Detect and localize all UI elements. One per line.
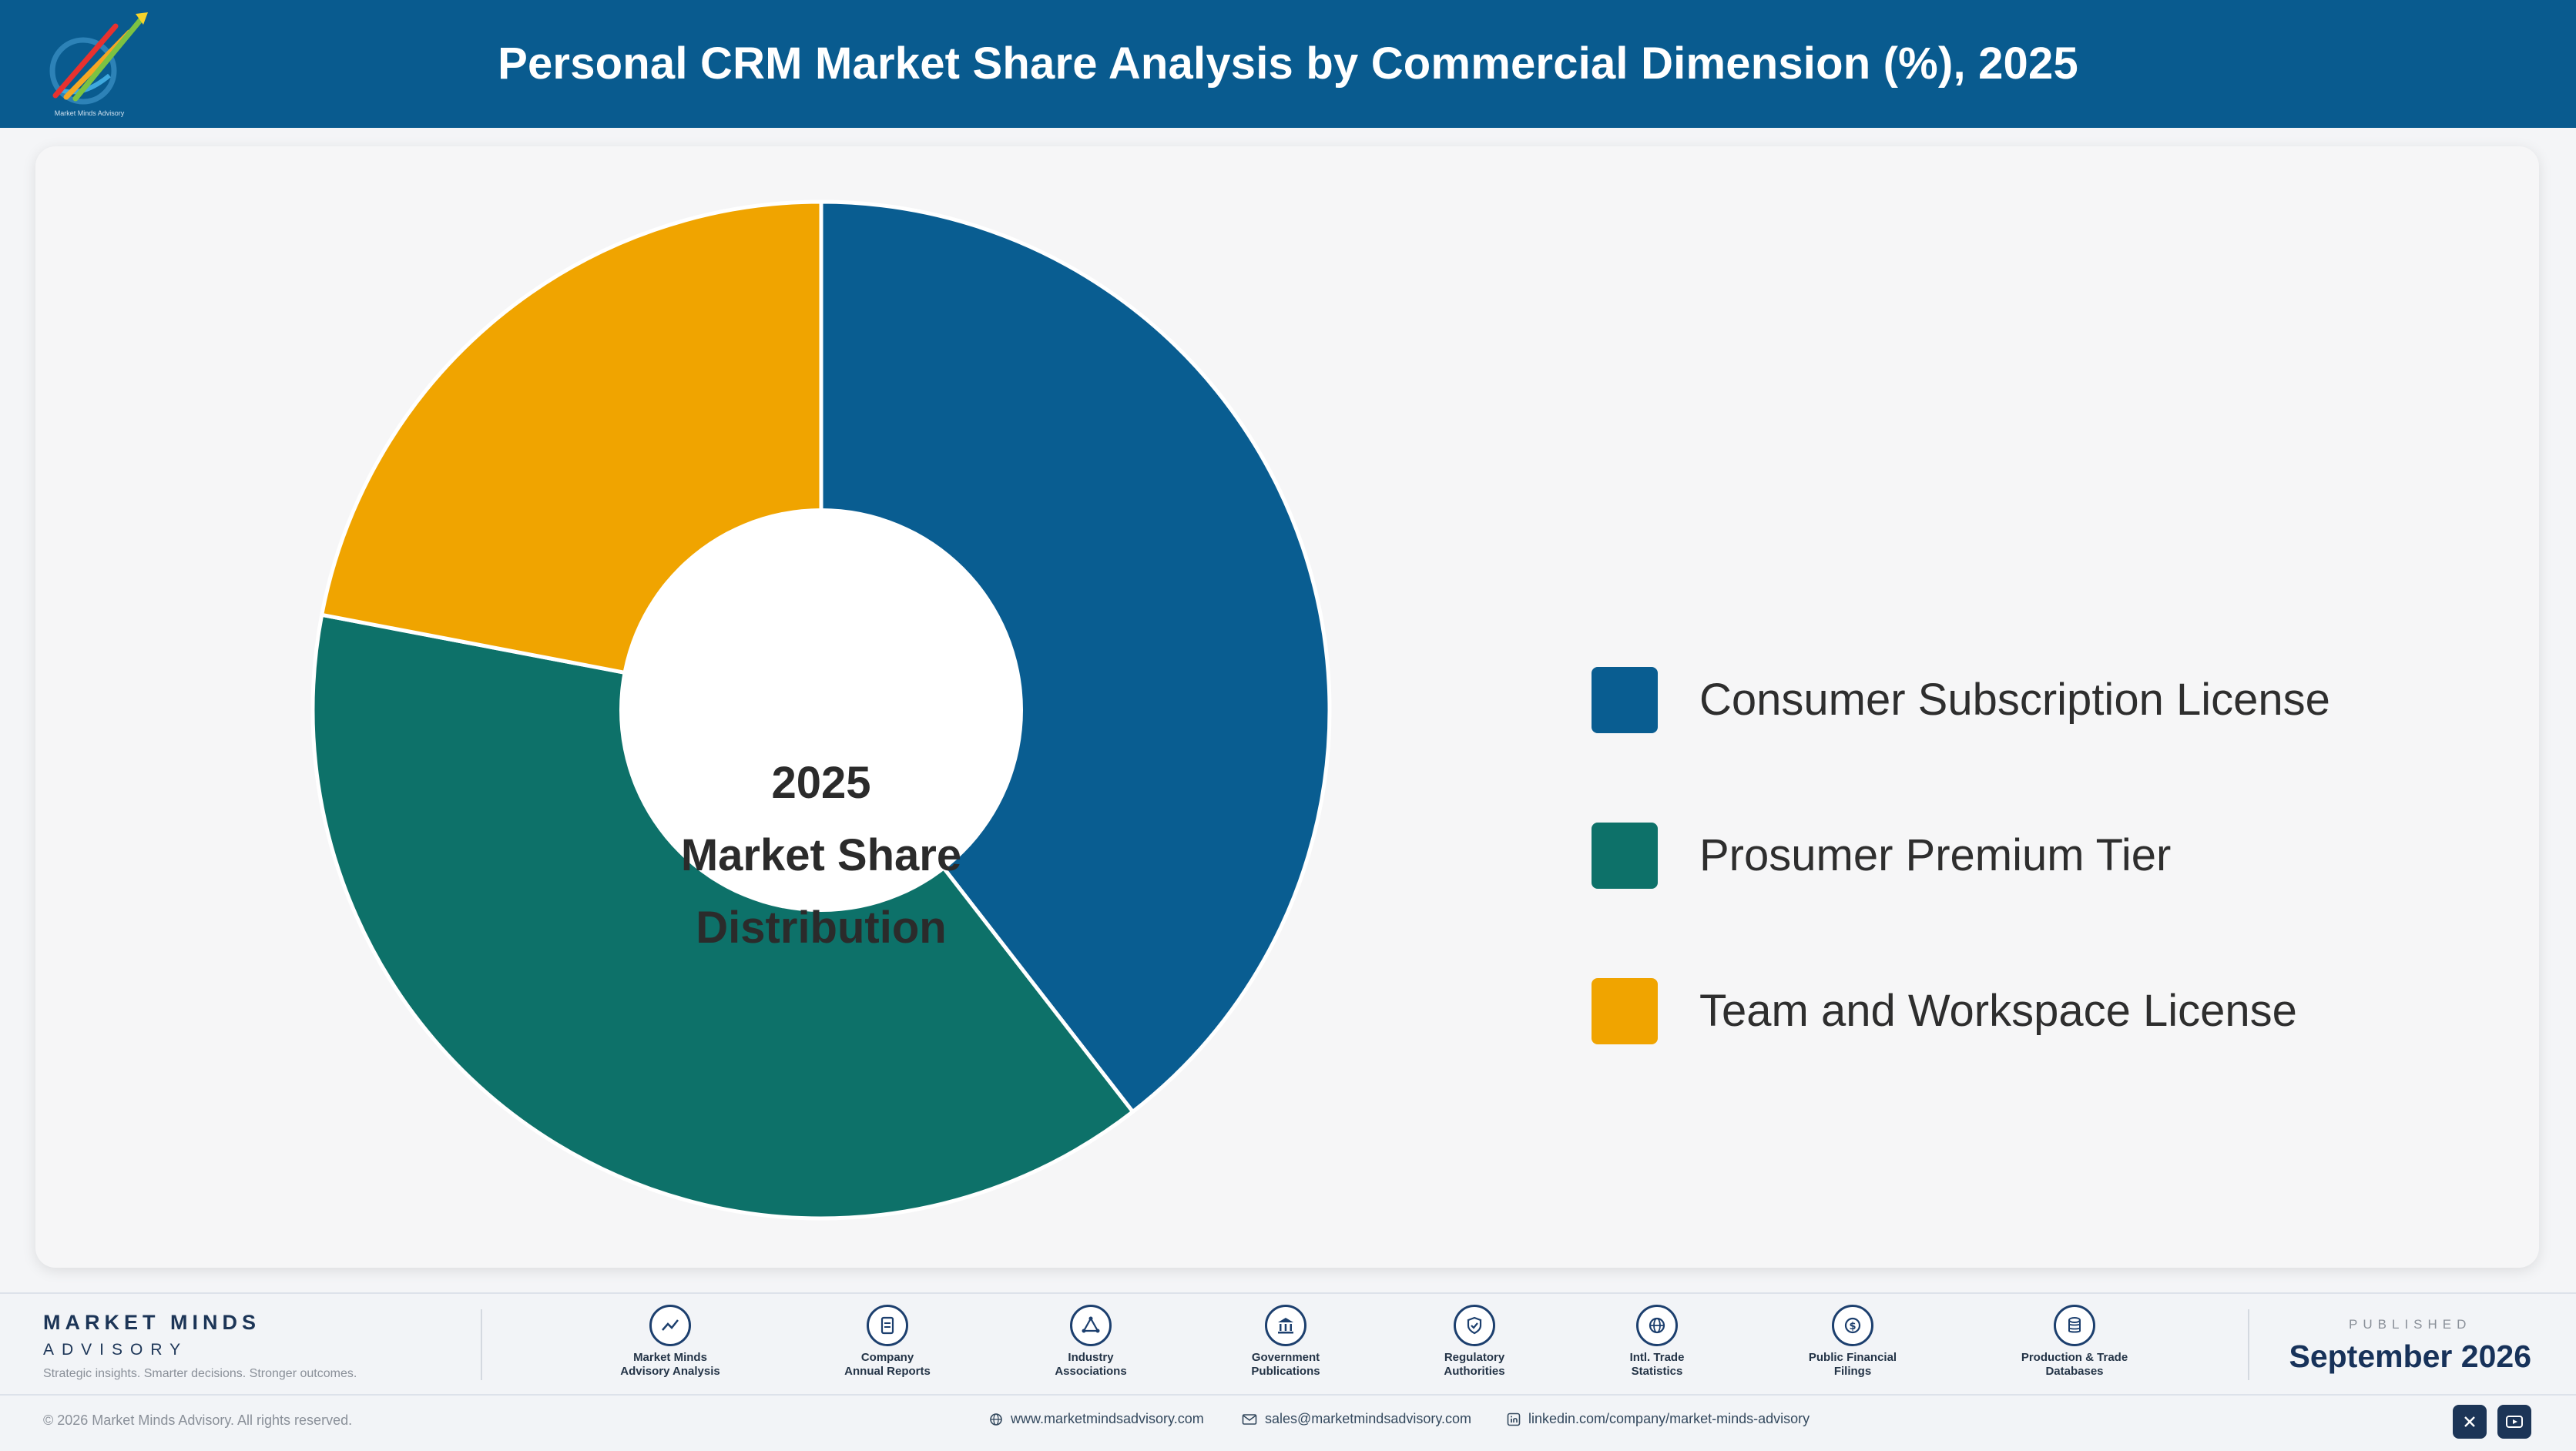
source-public-financial-filings: $ Public Financial Filings xyxy=(1768,1305,1937,1379)
government-building-icon xyxy=(1265,1305,1306,1346)
brand-name: MARKET MINDS xyxy=(43,1311,260,1334)
x-social-button[interactable] xyxy=(2453,1405,2487,1439)
source-label-line: Government xyxy=(1251,1351,1320,1364)
source-label-line: Authorities xyxy=(1444,1365,1505,1378)
website-text: www.marketmindsadvisory.com xyxy=(1011,1411,1204,1426)
document-icon xyxy=(867,1305,908,1346)
logo-caption: Market Minds Advisory xyxy=(54,109,125,117)
legend-swatch xyxy=(1592,978,1658,1044)
legend-label: Consumer Subscription License xyxy=(1699,675,2330,725)
shield-check-icon xyxy=(1454,1305,1495,1346)
source-market-minds-analysis: Market Minds Advisory Analysis xyxy=(585,1305,755,1379)
source-label-line: Statistics xyxy=(1631,1365,1683,1378)
pie-slice-prosumer-premium-tier xyxy=(310,612,1135,1221)
copyright-text: © 2026 Market Minds Advisory. All rights… xyxy=(43,1412,353,1428)
source-government-publications: Government Publications xyxy=(1201,1305,1370,1379)
database-icon xyxy=(2054,1305,2095,1346)
x-logo-icon xyxy=(2464,1416,2475,1427)
legend-label: Team and Workspace License xyxy=(1699,986,2297,1036)
brand-tagline: Strategic insights. Smarter decisions. S… xyxy=(43,1367,357,1380)
footer-brand: MARKET MINDS ADVISORY Strategic insights… xyxy=(43,1311,357,1381)
footer-divider xyxy=(481,1309,482,1380)
globe-icon xyxy=(990,1412,1002,1426)
center-label-line-1: 2025 xyxy=(771,758,871,808)
source-label-line: Publications xyxy=(1251,1365,1320,1378)
linkedin-icon xyxy=(1507,1412,1521,1426)
legend-swatch xyxy=(1592,667,1658,733)
footer-divider xyxy=(2248,1309,2249,1380)
center-label-line-2: Market Share xyxy=(680,830,962,880)
source-label-line: Filings xyxy=(1833,1365,1872,1378)
header-bar: Market Minds Advisory Personal CRM Marke… xyxy=(0,0,2576,128)
source-label-line: Associations xyxy=(1055,1365,1127,1378)
published-block: PUBLISHED September 2026 xyxy=(2289,1317,2531,1375)
svg-text:$: $ xyxy=(1849,1321,1856,1332)
source-label-line: Intl. Trade xyxy=(1629,1351,1685,1364)
email-link[interactable]: sales@marketmindsadvisory.com xyxy=(1242,1411,1471,1427)
source-intl-trade-statistics: Intl. Trade Statistics xyxy=(1572,1305,1742,1379)
source-label-line: Industry xyxy=(1068,1351,1114,1364)
footer: MARKET MINDS ADVISORY Strategic insights… xyxy=(0,1292,2576,1451)
dollar-coin-icon: $ xyxy=(1832,1305,1873,1346)
legend-swatch xyxy=(1592,823,1658,889)
center-label-line-3: Distribution xyxy=(696,903,947,953)
source-label-line: Company xyxy=(860,1351,914,1364)
donut-center-label: 2025 Market Share Distribution xyxy=(667,747,975,964)
company-logo: Market Minds Advisory xyxy=(35,6,151,122)
pie-slice-consumer-subscription-license xyxy=(819,199,1332,1114)
page-title: Personal CRM Market Share Analysis by Co… xyxy=(498,39,2078,89)
source-industry-associations: Industry Associations xyxy=(1006,1305,1176,1379)
source-label-line: Databases xyxy=(2045,1365,2104,1378)
footer-rule xyxy=(0,1394,2576,1396)
linkedin-text: linkedin.com/company/market-minds-adviso… xyxy=(1528,1411,1810,1426)
source-company-annual-reports: Company Annual Reports xyxy=(803,1305,972,1379)
source-label-line: Annual Reports xyxy=(844,1365,931,1378)
source-label-line: Production & Trade xyxy=(2021,1351,2128,1364)
mail-icon xyxy=(1242,1413,1257,1425)
source-production-trade-databases: Production & Trade Databases xyxy=(1990,1305,2159,1379)
trend-line-icon xyxy=(649,1305,691,1346)
email-text: sales@marketmindsadvisory.com xyxy=(1265,1411,1472,1426)
donut-hole xyxy=(619,508,1023,912)
chart-card: 2025 Market Share Distribution Consumer … xyxy=(35,146,2539,1268)
donut-chart xyxy=(310,199,1332,1221)
legend-label: Prosumer Premium Tier xyxy=(1699,830,2172,880)
published-date: September 2026 xyxy=(2289,1339,2531,1374)
source-regulatory-authorities: Regulatory Authorities xyxy=(1390,1305,1559,1379)
source-label-line: Advisory Analysis xyxy=(620,1365,720,1378)
brand-subtitle: ADVISORY xyxy=(43,1341,189,1359)
published-label: PUBLISHED xyxy=(2349,1317,2472,1332)
website-link[interactable]: www.marketmindsadvisory.com xyxy=(989,1411,1204,1427)
network-triangle-icon xyxy=(1070,1305,1112,1346)
source-label-line: Market Minds xyxy=(633,1351,707,1364)
youtube-social-button[interactable] xyxy=(2497,1405,2531,1439)
data-sources: Market Minds Advisory Analysis Company Ann… xyxy=(0,1305,2576,1389)
source-label-line: Regulatory xyxy=(1444,1351,1505,1364)
logo-graphic-icon xyxy=(49,12,148,105)
globe-icon xyxy=(1636,1305,1678,1346)
youtube-icon xyxy=(2506,1416,2523,1428)
linkedin-link[interactable]: linkedin.com/company/market-minds-adviso… xyxy=(1507,1411,1810,1427)
source-label-line: Public Financial xyxy=(1808,1351,1897,1364)
